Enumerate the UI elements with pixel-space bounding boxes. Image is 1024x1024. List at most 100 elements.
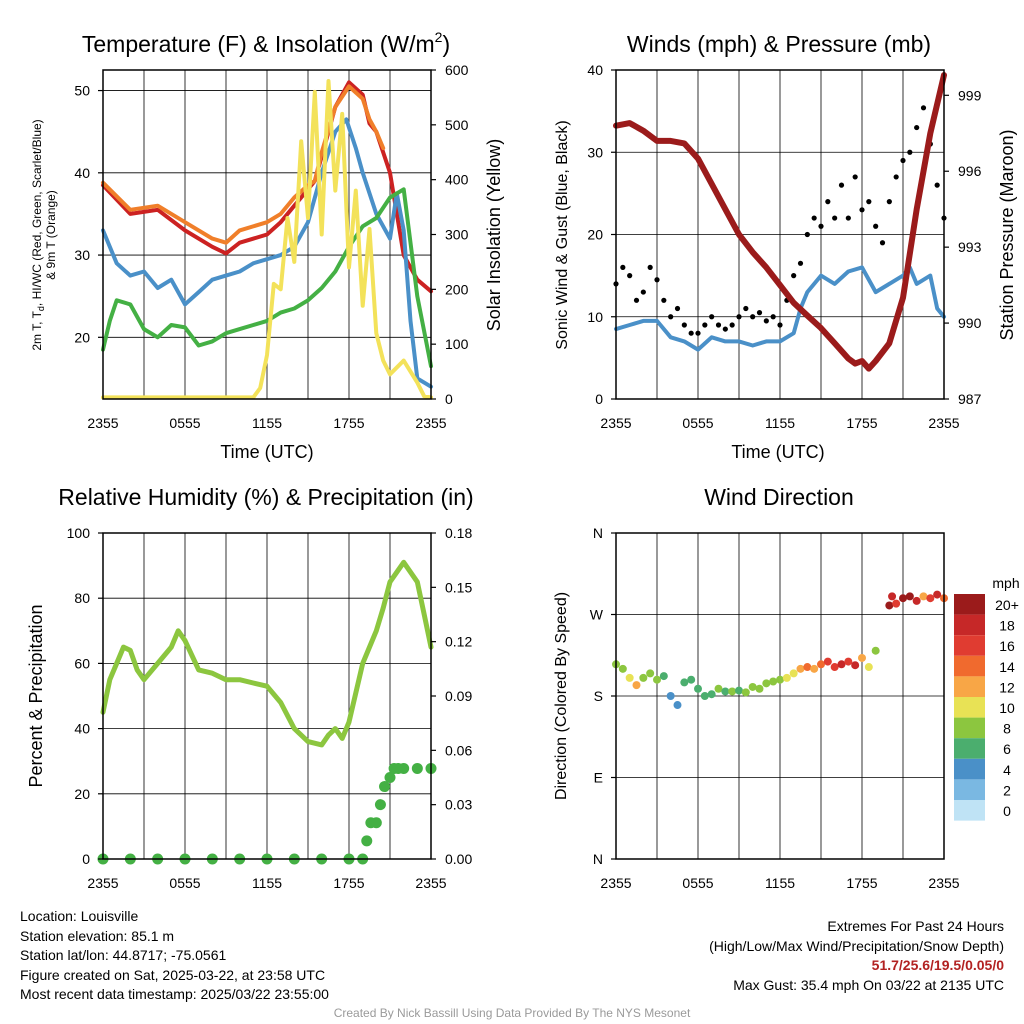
temperature-y-label-line2: & 9m T (Orange) xyxy=(44,190,58,280)
wind-direction-point xyxy=(858,653,866,662)
humidity-title: Relative Humidity (%) & Precipitation (i… xyxy=(58,484,473,510)
precipitation-point xyxy=(411,762,423,774)
x-tick-label: 1755 xyxy=(333,875,364,891)
extremes-heading: Extremes For Past 24 Hours xyxy=(827,918,1004,934)
x-tick-label: 1155 xyxy=(765,415,795,431)
gust-point xyxy=(681,322,687,328)
gust-point xyxy=(695,330,701,336)
gust-point xyxy=(722,326,728,332)
x-tick-label: 2355 xyxy=(600,875,631,891)
y2-tick-label: 987 xyxy=(958,391,982,407)
x-tick-label: 0555 xyxy=(682,415,713,431)
winds-grid xyxy=(616,70,944,399)
legend-swatch xyxy=(954,614,985,636)
x-tick-label: 2355 xyxy=(928,875,959,891)
max-gust: Max Gust: 35.4 mph On 03/22 at 2135 UTC xyxy=(733,976,1004,993)
x-tick-label: 1155 xyxy=(765,875,795,891)
gust-point xyxy=(729,322,735,328)
y2-tick-label: 300 xyxy=(445,227,469,243)
legend-swatch xyxy=(954,717,985,739)
y-tick-label: 50 xyxy=(74,83,90,99)
temperature-y-label: 2m T, Td, HI/WC (Red, Green, Scarlet/Blu… xyxy=(30,119,46,350)
gust-point xyxy=(791,273,797,279)
legend-swatch xyxy=(954,655,985,677)
winds-x-ticks: 2355 0555 1155 1755 2355 xyxy=(600,415,959,431)
y2-tick-label: 0.12 xyxy=(445,634,472,650)
y-tick-label: 0 xyxy=(595,391,603,407)
wind-direction-y-label: Direction (Colored By Speed) xyxy=(553,592,570,800)
wind-direction-point xyxy=(653,675,661,684)
precipitation-point xyxy=(374,799,386,811)
humidity-series xyxy=(97,559,437,865)
temperature-y-ticks: 20 30 40 50 xyxy=(74,83,103,345)
legend-swatch xyxy=(954,738,985,759)
legend-label: 8 xyxy=(1003,721,1011,737)
gust-point xyxy=(647,264,653,270)
y-tick-label: 40 xyxy=(587,62,603,78)
wind-direction-point xyxy=(830,663,839,672)
wind-direction-point xyxy=(714,684,723,693)
legend-swatch xyxy=(954,779,985,800)
wind-direction-point xyxy=(728,687,737,696)
wind-direction-point xyxy=(864,663,873,672)
gust-point xyxy=(873,223,879,229)
x-tick-label: 1755 xyxy=(846,415,877,431)
x-tick-label: 2355 xyxy=(415,875,446,891)
winds-panel: Winds (mph) & Pressure (mb) 0 10 20 30 40 98… xyxy=(554,31,1017,462)
gust-point xyxy=(886,199,892,205)
x-tick-label: 2355 xyxy=(87,875,118,891)
wind-direction-point xyxy=(919,592,928,601)
gust-point xyxy=(654,277,660,283)
wind-direction-point xyxy=(776,675,784,684)
gust-point xyxy=(879,240,886,246)
precipitation-point xyxy=(398,762,410,774)
x-tick-label: 2355 xyxy=(415,415,446,431)
wind-direction-point xyxy=(694,684,702,693)
gust-point xyxy=(900,157,906,164)
legend-label: 0 xyxy=(1003,803,1011,819)
x-tick-label: 1155 xyxy=(252,875,282,891)
gust-point xyxy=(763,318,769,324)
wind-direction-point xyxy=(823,657,832,666)
y2-tick-label: 990 xyxy=(958,315,982,331)
wind-direction-title: Wind Direction xyxy=(704,484,854,510)
legend-label: 18 xyxy=(999,618,1015,634)
gust-point xyxy=(674,305,681,312)
solar-insolation-series xyxy=(101,79,433,400)
x-tick-label: 0555 xyxy=(682,875,713,891)
wind-direction-point xyxy=(762,679,771,688)
y-tick-label: 0 xyxy=(82,851,90,867)
winds-y-label: Sonic Wind & Gust (Blue, Black) xyxy=(554,120,571,349)
y2-tick-label: 0.09 xyxy=(445,688,472,704)
insolation-y-ticks: 0 100 200 300 400 500 600 xyxy=(431,62,469,407)
station-latlon: Station lat/lon: 44.8717; -75.0561 xyxy=(20,947,227,963)
wind-direction-point xyxy=(625,673,634,682)
precip-y-ticks: 0.00 0.03 0.06 0.09 0.12 0.15 0.18 xyxy=(431,525,472,867)
wind-direction-point xyxy=(680,678,689,687)
gust-point xyxy=(633,297,640,303)
gust-point xyxy=(804,231,810,238)
extremes-values: 51.7/25.6/19.5/0.05/0 xyxy=(871,957,1004,973)
gust-point xyxy=(770,314,776,320)
wind-direction-point xyxy=(687,675,696,684)
9m-t-series xyxy=(101,84,386,245)
gust-point xyxy=(859,207,865,213)
temperature-series xyxy=(101,79,433,400)
wind-direction-grid xyxy=(616,533,944,859)
wind-direction-point xyxy=(899,594,907,603)
temperature-x-label: Time (UTC) xyxy=(220,442,313,462)
legend-swatch xyxy=(954,635,985,656)
speed-legend: mph 20+ 18 16 14 12 10 8 6 4 2 0 xyxy=(954,575,1020,821)
temperature-x-ticks: 2355 0555 1155 1755 2355 xyxy=(87,415,446,431)
gust-point xyxy=(914,124,920,131)
precipitation-point xyxy=(361,835,373,847)
wind-direction-series xyxy=(612,590,948,710)
y-tick-label: 60 xyxy=(74,655,90,671)
x-tick-label: 2355 xyxy=(928,415,959,431)
legend-label: 10 xyxy=(999,700,1015,716)
station-elevation: Station elevation: 85.1 m xyxy=(20,927,175,944)
wind-direction-point xyxy=(632,681,641,690)
pressure-y-ticks: 987 990 993 996 999 xyxy=(944,87,982,407)
wind-direction-point xyxy=(926,594,935,603)
gust-point xyxy=(750,314,756,320)
